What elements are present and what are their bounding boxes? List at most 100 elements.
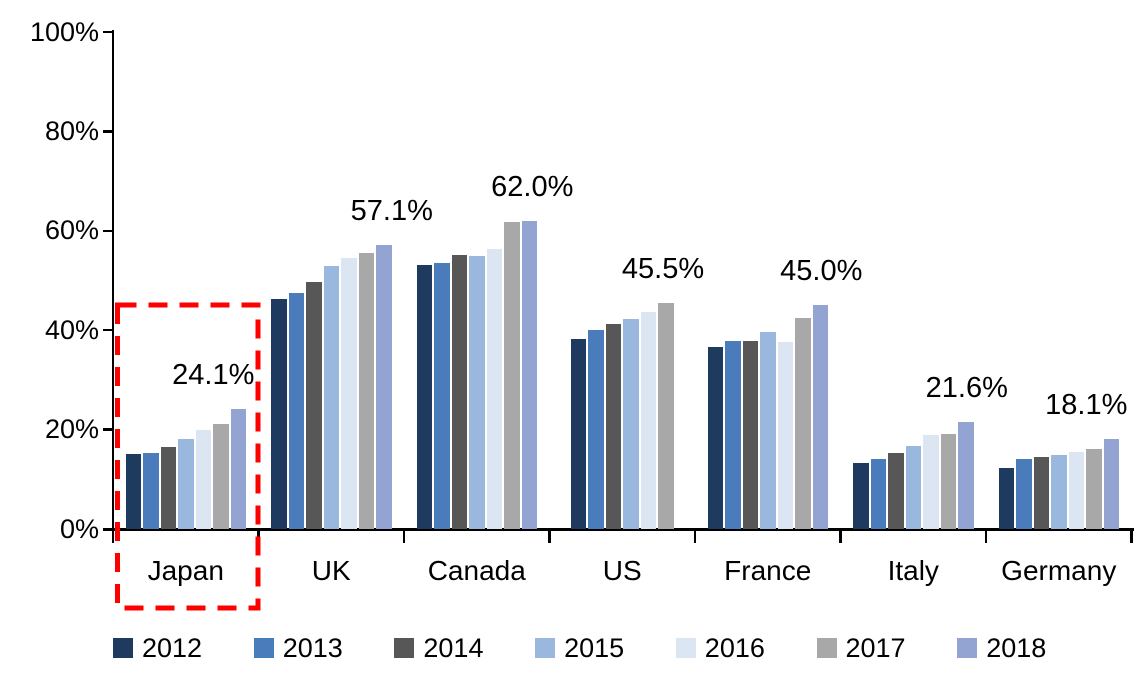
x-axis-category-label-japan: Japan	[147, 555, 224, 586]
bar-2016-japan	[195, 430, 211, 529]
y-axis-tick-label: 0%	[59, 513, 99, 544]
y-axis-tick-mark	[103, 229, 114, 233]
bar-2017-uk	[358, 253, 374, 529]
bar-2015-canada	[469, 255, 485, 529]
bar-2014-italy	[888, 452, 904, 529]
x-axis-category-label-italy: Italy	[887, 555, 939, 586]
legend-item-2013: 2013	[253, 632, 343, 663]
bar-2018-germany	[1103, 439, 1119, 529]
y-axis-tick-label: 40%	[44, 314, 99, 345]
bar-2016-uk	[341, 258, 357, 529]
legend-label-2017: 2017	[845, 632, 906, 663]
bar-2014-us	[605, 323, 622, 529]
legend-swatch-2015	[535, 638, 556, 658]
bar-2018-japan	[230, 409, 246, 529]
x-axis-tick-mark	[257, 529, 260, 543]
y-axis-line	[111, 30, 114, 530]
legend-swatch-2017	[816, 638, 837, 658]
bar-2012-italy	[853, 463, 869, 529]
bar-2015-us	[623, 318, 639, 529]
legend-label-2013: 2013	[282, 632, 343, 663]
bar-2016-italy	[923, 434, 939, 529]
bar-value-label-canada: 62.0%	[491, 170, 574, 203]
x-axis-tick-mark	[1130, 529, 1133, 543]
bar-2016-germany	[1068, 451, 1084, 529]
bar-2012-us	[570, 338, 587, 529]
legend-item-2012: 2012	[113, 634, 202, 662]
bar-2014-japan	[160, 446, 176, 529]
bar-2014-france	[742, 341, 758, 529]
bar-2013-uk	[288, 292, 304, 529]
y-axis-tick-label: 60%	[44, 215, 99, 246]
legend-item-2014: 2014	[394, 634, 483, 662]
bar-value-label-france: 45.0%	[780, 255, 863, 288]
legend-label-2015: 2015	[564, 632, 625, 663]
bar-2017-us	[658, 302, 674, 529]
bar-value-label-germany: 18.1%	[1045, 389, 1128, 422]
bar-value-label-uk: 57.1%	[350, 195, 433, 228]
y-axis-tick-label: 100%	[29, 16, 99, 47]
bar-2014-germany	[1033, 457, 1049, 529]
bar-2016-france	[777, 342, 793, 529]
y-axis-tick-mark	[103, 328, 114, 332]
bar-2012-canada	[416, 264, 432, 529]
x-axis-tick-mark	[839, 529, 842, 543]
bar-2016-us	[640, 311, 657, 529]
legend-item-2017: 2017	[816, 632, 906, 663]
bar-2013-france	[725, 341, 741, 529]
x-axis-category-label-us: US	[602, 555, 642, 586]
bar-2015-france	[760, 332, 776, 529]
bar-2013-us	[588, 330, 604, 529]
x-axis-category-label-france: France	[724, 555, 812, 586]
bar-2012-japan	[125, 453, 141, 529]
bar-2017-canada	[504, 221, 520, 529]
bar-2018-france	[812, 305, 828, 529]
legend-swatch-2012	[113, 638, 133, 658]
bar-2018-canada	[521, 220, 537, 529]
bar-2015-japan	[178, 439, 194, 529]
bar-2017-italy	[940, 433, 956, 529]
bar-2018-uk	[376, 245, 392, 529]
bar-2013-japan	[143, 453, 159, 529]
legend-swatch-2013	[253, 638, 274, 658]
x-axis-category-label-germany: Germany	[1001, 555, 1117, 586]
bar-2014-canada	[451, 255, 467, 529]
bar-2017-france	[795, 317, 811, 529]
bar-2015-germany	[1051, 455, 1067, 529]
legend-label-2018: 2018	[986, 632, 1047, 663]
x-axis-tick-mark	[548, 529, 551, 543]
legend-swatch-2018	[957, 638, 978, 658]
x-axis-tick-mark	[111, 529, 115, 543]
x-axis-tick-mark	[402, 529, 406, 543]
bar-2012-germany	[998, 467, 1014, 529]
x-axis-line	[103, 527, 1134, 531]
bar-2014-uk	[306, 282, 322, 529]
y-axis-tick-label: 20%	[44, 414, 99, 445]
bar-2013-germany	[1016, 459, 1032, 529]
bar-2013-canada	[434, 262, 450, 529]
bar-2012-uk	[271, 299, 287, 529]
legend-item-2016: 2016	[675, 634, 765, 662]
y-axis-tick-label: 80%	[44, 115, 99, 146]
bar-value-label-italy: 21.6%	[925, 371, 1008, 404]
x-axis-category-label-canada: Canada	[427, 555, 526, 586]
x-axis-category-label-uk: UK	[311, 555, 351, 586]
bar-2017-japan	[213, 424, 229, 529]
y-axis-tick-mark	[103, 130, 114, 133]
bar-2012-france	[707, 347, 723, 529]
bar-2015-italy	[905, 445, 921, 529]
legend-item-2015: 2015	[535, 634, 624, 662]
legend-item-2018: 2018	[957, 634, 1046, 662]
bar-value-label-japan: 24.1%	[172, 359, 255, 392]
legend-swatch-2014	[394, 638, 415, 658]
bar-2016-canada	[486, 248, 502, 529]
legend-label-2012: 2012	[142, 632, 203, 663]
legend-swatch-2016	[675, 638, 696, 658]
bar-2017-germany	[1086, 449, 1102, 529]
bar-2013-italy	[870, 458, 886, 529]
y-axis-tick-mark	[103, 428, 114, 431]
y-axis-tick-mark	[103, 30, 114, 34]
bar-value-label-us: 45.5%	[621, 252, 705, 285]
bar-2018-italy	[958, 421, 974, 529]
